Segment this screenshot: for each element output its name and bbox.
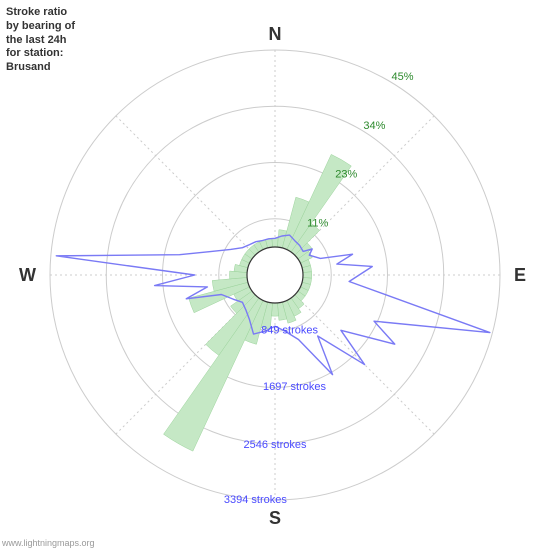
cardinal-e: E xyxy=(514,265,526,285)
green-ring-label: 11% xyxy=(307,217,328,229)
cardinal-n: N xyxy=(269,24,282,44)
green-ring-label: 23% xyxy=(335,169,357,181)
polar-chart: 11% 23% 34% 45% 849 strokes 1697 strokes 2546 … xyxy=(0,0,550,550)
chart-container: Stroke ratio by bearing of the last 24h … xyxy=(0,0,550,550)
blue-ring-label: 1697 strokes xyxy=(263,381,326,393)
blue-ring-label: 2546 strokes xyxy=(244,439,307,451)
blue-ring-label: 849 strokes xyxy=(261,324,318,336)
cardinal-s: S xyxy=(269,508,281,528)
green-ring-label: 34% xyxy=(363,120,385,132)
blue-ring-label: 3394 strokes xyxy=(224,494,287,506)
cardinal-w: W xyxy=(19,265,36,285)
green-ring-label: 45% xyxy=(392,71,414,83)
credit-line: www.lightningmaps.org xyxy=(2,538,95,548)
